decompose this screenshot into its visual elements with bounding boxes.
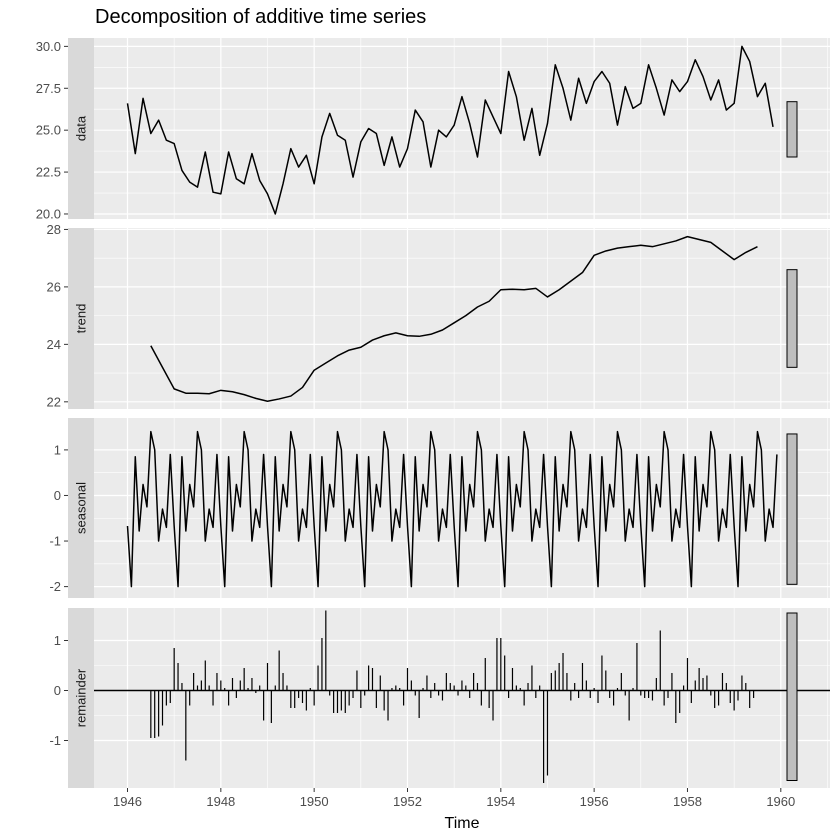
series-line-seasonal bbox=[126, 430, 778, 588]
series-line-trend bbox=[150, 235, 758, 402]
x-tick-label: 1950 bbox=[300, 794, 329, 809]
panel-background-data bbox=[94, 38, 830, 219]
series-line-data bbox=[126, 45, 774, 215]
y-tick-label-data: 20.0 bbox=[36, 206, 61, 221]
strip-label-seasonal: seasonal bbox=[74, 482, 89, 534]
y-tick-label-remainder: -1 bbox=[49, 733, 61, 748]
y-tick-label-data: 30.0 bbox=[36, 39, 61, 54]
x-tick-label: 1946 bbox=[113, 794, 142, 809]
range-bar-trend bbox=[786, 269, 798, 368]
y-tick-label-remainder: 1 bbox=[54, 633, 61, 648]
y-tick-label-seasonal: -2 bbox=[49, 579, 61, 594]
range-bar-remainder bbox=[786, 612, 798, 781]
strip-label-trend: trend bbox=[74, 304, 89, 334]
strip-seasonal bbox=[68, 418, 94, 598]
y-tick-label-data: 27.5 bbox=[36, 81, 61, 96]
y-tick-label-data: 22.5 bbox=[36, 165, 61, 180]
x-tick-label: 1960 bbox=[766, 794, 795, 809]
y-tick-label-seasonal: -1 bbox=[49, 534, 61, 549]
panel-background-seasonal bbox=[94, 418, 830, 598]
strip-label-remainder: remainder bbox=[74, 668, 89, 727]
y-tick-label-trend: 22 bbox=[47, 394, 61, 409]
x-tick-label: 1954 bbox=[486, 794, 515, 809]
range-bar-data bbox=[786, 101, 798, 158]
x-axis-title: Time bbox=[445, 815, 480, 832]
chart-title: Decomposition of additive time series bbox=[95, 6, 426, 28]
x-tick-label: 1956 bbox=[580, 794, 609, 809]
panel-background-remainder bbox=[94, 608, 830, 788]
strip-label-data: data bbox=[74, 115, 89, 141]
x-tick-label: 1952 bbox=[393, 794, 422, 809]
y-tick-label-data: 25.0 bbox=[36, 123, 61, 138]
y-tick-label-remainder: 0 bbox=[54, 683, 61, 698]
y-tick-label-trend: 26 bbox=[47, 279, 61, 294]
y-tick-label-trend: 28 bbox=[47, 222, 61, 237]
y-tick-label-trend: 24 bbox=[47, 337, 61, 352]
range-bar-seasonal bbox=[786, 433, 798, 585]
strip-trend bbox=[68, 228, 94, 409]
x-tick-label: 1958 bbox=[673, 794, 702, 809]
x-tick-label: 1948 bbox=[206, 794, 235, 809]
strip-remainder bbox=[68, 608, 94, 788]
strip-data bbox=[68, 38, 94, 219]
y-tick-label-seasonal: 1 bbox=[54, 442, 61, 457]
y-tick-label-seasonal: 0 bbox=[54, 488, 61, 503]
